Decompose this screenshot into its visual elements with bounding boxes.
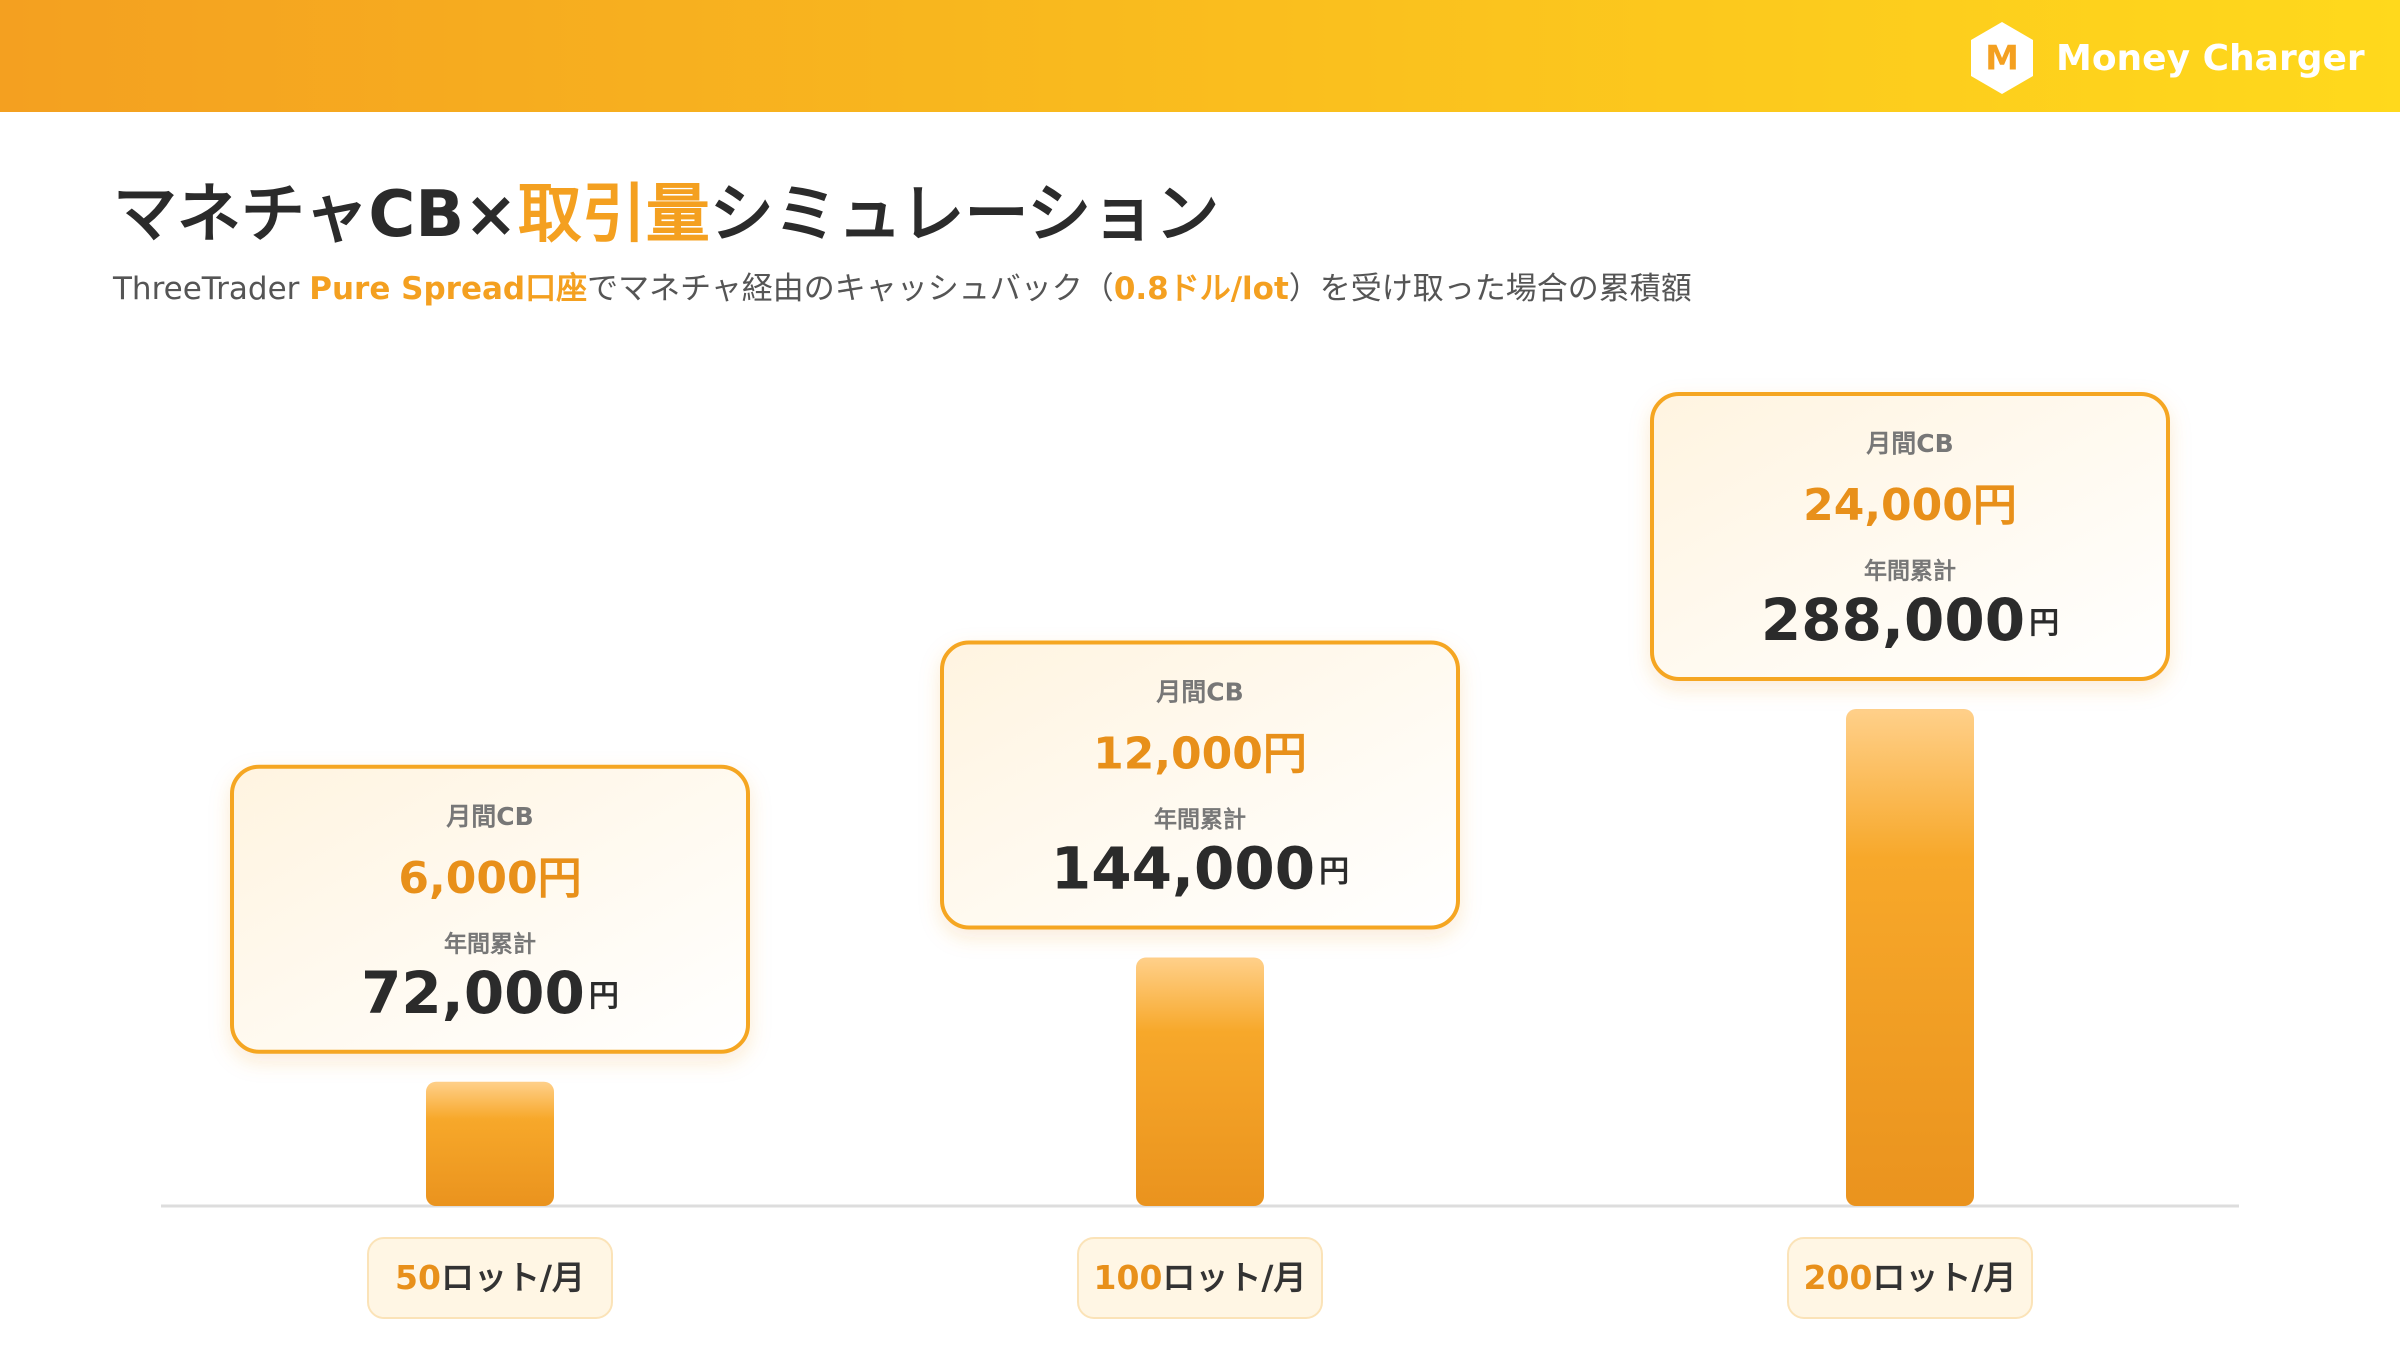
- category-pill: [1077, 1237, 1323, 1319]
- logo-letter: M: [1985, 39, 2019, 79]
- annual-label: 年間累計: [444, 930, 536, 957]
- title-part: シミュレーション: [710, 178, 1219, 252]
- bar: [1136, 957, 1264, 1206]
- bar: [1846, 709, 1974, 1206]
- title-highlight: 取引量: [518, 178, 710, 252]
- lot-number: 50: [395, 1258, 441, 1297]
- annual-label: 年間累計: [1864, 558, 1956, 585]
- annual-value: 144,000 円: [1051, 835, 1349, 903]
- lot-unit: ロット/月: [441, 1258, 585, 1297]
- callout-box: [230, 764, 750, 1054]
- monthly-label: 月間CB: [1155, 678, 1243, 707]
- bar: [426, 1081, 554, 1206]
- annual-number: 288,000: [1761, 586, 2025, 654]
- subtitle-highlight: Pure Spread口座: [309, 271, 587, 307]
- callout-box: [1650, 392, 2170, 681]
- monthly-value: 24,000円: [1803, 480, 2017, 531]
- monthly-value: 6,000円: [398, 853, 581, 904]
- brand-name: Money Charger: [2056, 38, 2365, 79]
- annual-number: 72,000: [361, 959, 585, 1027]
- category-label: 50ロット/月: [395, 1258, 585, 1297]
- annual-value: 288,000 円: [1761, 586, 2059, 654]
- logo-hexagon: [1971, 22, 2033, 94]
- header-bar: [0, 0, 2400, 112]
- category-label: 100ロット/月: [1094, 1258, 1307, 1297]
- title: マネチャCB×取引量シミュレーション: [113, 178, 1219, 252]
- subtitle-part: ）を受け取った場合の累積額: [1289, 271, 1692, 307]
- yen-unit: 円: [2029, 606, 2059, 641]
- annual-number: 144,000: [1051, 835, 1315, 903]
- category-pill: [1787, 1237, 2033, 1319]
- subtitle-highlight: 0.8ドル/lot: [1114, 271, 1289, 307]
- subtitle: ThreeTrader Pure Spread口座でマネチャ経由のキャッシュバッ…: [112, 271, 1692, 307]
- yen-unit: 円: [1319, 854, 1349, 889]
- callout-box: [940, 640, 1460, 930]
- yen-unit: 円: [589, 978, 619, 1013]
- lot-unit: ロット/月: [1162, 1258, 1306, 1297]
- subtitle-part: でマネチャ経由のキャッシュバック（: [587, 271, 1114, 307]
- category-label: 200ロット/月: [1804, 1258, 2017, 1297]
- annual-value: 72,000 円: [361, 959, 619, 1027]
- lot-number: 100: [1094, 1258, 1163, 1297]
- subtitle-part: ThreeTrader: [112, 271, 309, 307]
- annual-label: 年間累計: [1154, 806, 1246, 833]
- lot-number: 200: [1804, 1258, 1873, 1297]
- monthly-value: 12,000円: [1093, 729, 1307, 780]
- monthly-label: 月間CB: [445, 802, 533, 831]
- title-part: マネチャCB×: [113, 178, 518, 252]
- monthly-label: 月間CB: [1865, 429, 1953, 458]
- category-pill: [367, 1237, 613, 1319]
- lot-unit: ロット/月: [1872, 1258, 2016, 1297]
